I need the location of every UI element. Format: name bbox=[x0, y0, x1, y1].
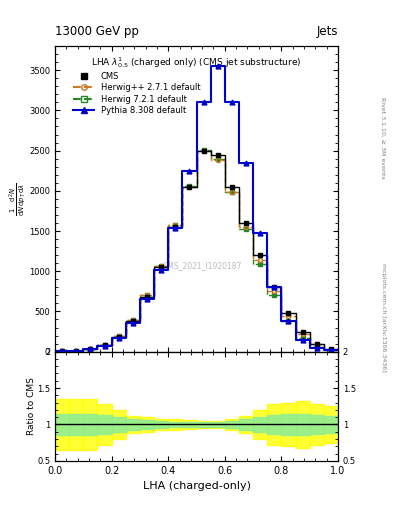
X-axis label: LHA (charged-only): LHA (charged-only) bbox=[143, 481, 250, 491]
Text: CMS_2021_I1920187: CMS_2021_I1920187 bbox=[162, 262, 242, 271]
Y-axis label: $\frac{1}{\mathrm{d}N}\frac{\mathrm{d}^2N}{\mathrm{d}p_T\,\mathrm{d}\lambda}$: $\frac{1}{\mathrm{d}N}\frac{\mathrm{d}^2… bbox=[7, 182, 28, 216]
Y-axis label: Ratio to CMS: Ratio to CMS bbox=[27, 377, 36, 435]
Text: LHA $\lambda^1_{0.5}$ (charged only) (CMS jet substructure): LHA $\lambda^1_{0.5}$ (charged only) (CM… bbox=[91, 55, 302, 70]
Text: Jets: Jets bbox=[316, 26, 338, 38]
Text: Rivet 3.1.10, ≥ 3M events: Rivet 3.1.10, ≥ 3M events bbox=[381, 97, 386, 179]
Text: 13000 GeV pp: 13000 GeV pp bbox=[55, 26, 139, 38]
Legend: CMS, Herwig++ 2.7.1 default, Herwig 7.2.1 default, Pythia 8.308 default: CMS, Herwig++ 2.7.1 default, Herwig 7.2.… bbox=[73, 72, 200, 115]
Text: mcplots.cern.ch [arXiv:1306.3436]: mcplots.cern.ch [arXiv:1306.3436] bbox=[381, 263, 386, 372]
